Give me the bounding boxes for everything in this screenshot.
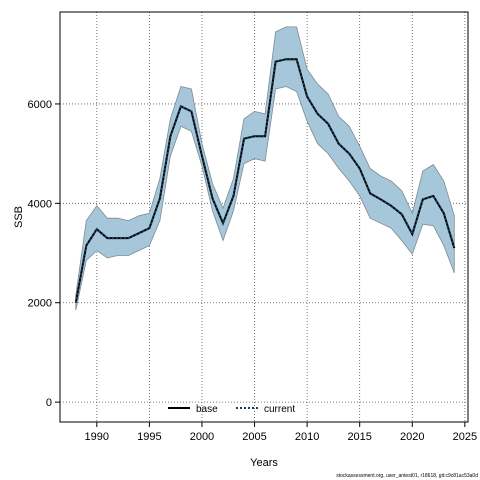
x-tick-label: 2020: [400, 431, 424, 443]
x-tick-label: 2000: [190, 431, 214, 443]
y-tick-label: 6000: [28, 99, 52, 111]
x-axis-title: Years: [250, 457, 278, 469]
y-tick-label: 2000: [28, 298, 52, 310]
confidence-band-group: [75, 26, 455, 311]
legend: base current: [168, 404, 295, 415]
x-tick-label: 1990: [85, 431, 109, 443]
confidence-band: [75, 26, 455, 311]
x-tick-label: 1995: [137, 431, 161, 443]
x-tick-label: 2010: [295, 431, 319, 443]
series-points-group: [76, 59, 455, 303]
plot-frame: [59, 11, 469, 423]
series-line-current: [74, 58, 456, 303]
x-tick-label: 2025: [453, 431, 477, 443]
footer-credit: stockassessment.org, user_antest01, r186…: [336, 473, 478, 479]
x-tick-label: 2005: [242, 431, 266, 443]
y-axis-title: SSB: [13, 206, 25, 228]
y-tick-label: 0: [46, 397, 52, 409]
series-line-base: [74, 58, 456, 303]
y-axis: 0 2000 4000 6000: [28, 99, 60, 409]
x-axis: 1990 1995 2000 2005 2010 2015 2020 2025: [85, 422, 477, 443]
legend-label-current: current: [264, 404, 295, 415]
legend-label-base: base: [196, 404, 218, 415]
x-tick-label: 2015: [347, 431, 371, 443]
y-tick-label: 4000: [28, 198, 52, 210]
series-lines-group: [74, 58, 456, 303]
